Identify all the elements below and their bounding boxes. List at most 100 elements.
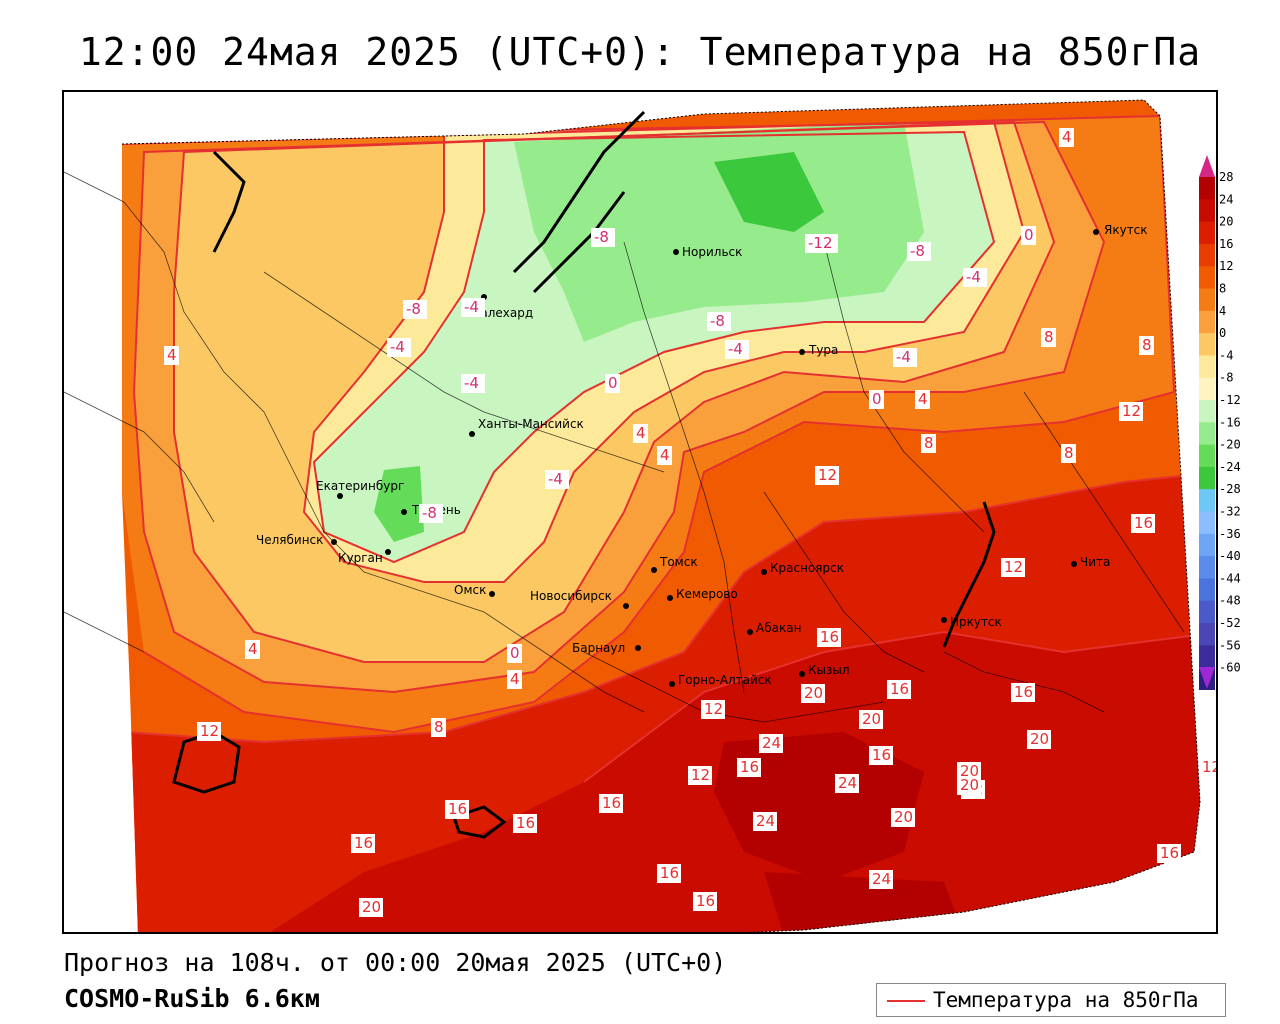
city-barnaul[interactable]: Барнаул bbox=[572, 641, 641, 655]
isotherm-label: -8 bbox=[594, 228, 609, 246]
isotherm-label: 12 bbox=[704, 700, 723, 718]
legend-line-swatch bbox=[887, 1000, 925, 1002]
map-title: 12:00 24мая 2025 (UTC+0): Температура на… bbox=[78, 30, 1202, 74]
isotherm-lines bbox=[122, 114, 1200, 783]
isotherm-label: 12 bbox=[1122, 402, 1141, 420]
isotherm-label: 24 bbox=[872, 870, 891, 888]
city-chelyabinsk[interactable]: Челябинск bbox=[256, 533, 337, 547]
colorbar-swatch bbox=[1199, 377, 1215, 401]
isotherm-label: 16 bbox=[890, 680, 909, 698]
isotherm-label: 0 bbox=[608, 374, 618, 392]
isotherm-label: 12 bbox=[1202, 758, 1218, 776]
isotherm-label-bg bbox=[1027, 730, 1051, 749]
city-chita[interactable]: Чита bbox=[1071, 555, 1110, 569]
isotherm-label: -4 bbox=[728, 340, 743, 358]
isotherm-label: 16 bbox=[1160, 844, 1179, 862]
colorbar-tick-label: -60 bbox=[1219, 661, 1241, 675]
colorbar-swatch bbox=[1199, 422, 1215, 446]
isotherm-labels: 40-12-8-8-4-8-4-8 -408-4-4441284-40481281… bbox=[164, 128, 1218, 917]
isotherm-label-bg bbox=[507, 670, 522, 689]
city-omsk[interactable]: Омск bbox=[454, 583, 495, 597]
city-tomsk[interactable]: Томск bbox=[651, 555, 698, 573]
city-kurgan[interactable]: Курган bbox=[338, 549, 391, 565]
isotherm-label-bg bbox=[164, 346, 179, 365]
city-yekaterinburg[interactable]: Екатеринбург bbox=[316, 479, 404, 499]
isotherm-label: 24 bbox=[762, 734, 781, 752]
isotherm-label: 12 bbox=[818, 466, 837, 484]
isotherm-label-bg bbox=[1131, 514, 1155, 533]
isotherm-label-bg bbox=[599, 794, 623, 813]
isotherm-label: 8 bbox=[1044, 328, 1054, 346]
svg-text:Норильск: Норильск bbox=[682, 245, 742, 259]
isotherm-label: 4 bbox=[248, 640, 258, 658]
isotherm-label: 16 bbox=[696, 892, 715, 910]
colorbar-tick-label: 4 bbox=[1219, 304, 1226, 318]
isotherm-label: 20 bbox=[960, 776, 979, 794]
isotherm-label-bg bbox=[957, 776, 981, 795]
temperature-map[interactable]: Якутск Норильск Салехард Тура Ханты-Манс… bbox=[62, 90, 1218, 934]
isotherm-label: 4 bbox=[660, 446, 670, 464]
svg-text:Курган: Курган bbox=[338, 551, 383, 565]
isotherm-label: 16 bbox=[872, 746, 891, 764]
city-kyzyl[interactable]: Кызыл bbox=[799, 663, 850, 677]
isotherm-label: -8 bbox=[910, 242, 925, 260]
isotherm-label-bg bbox=[921, 434, 936, 453]
isotherm-label-bg bbox=[869, 390, 884, 409]
colorbar-swatch bbox=[1199, 645, 1215, 669]
city-novosibirsk[interactable]: Новосибирск bbox=[530, 589, 629, 609]
isotherm-label-bg bbox=[725, 340, 749, 359]
isotherm-label: -8 bbox=[710, 312, 725, 330]
isotherm-label-bg bbox=[351, 834, 375, 853]
isotherm-label: 20 bbox=[804, 684, 823, 702]
colorbar-tick-label: -8 bbox=[1219, 371, 1233, 385]
isotherm-label-bg bbox=[461, 298, 485, 317]
colorbar-tick-label: -56 bbox=[1219, 638, 1241, 652]
legend-label: Температура на 850гПа bbox=[933, 988, 1199, 1012]
isotherm-label-bg bbox=[419, 504, 443, 523]
isotherm-label: 12 bbox=[691, 766, 710, 784]
city-khanty-mansiysk[interactable]: Ханты-Мансийск bbox=[469, 417, 584, 437]
city-irkutsk[interactable]: Иркутск bbox=[941, 615, 1002, 629]
city-kemerovo[interactable]: Кемерово bbox=[667, 587, 738, 601]
isotherm-label-bg bbox=[197, 722, 221, 741]
svg-text:Омск: Омск bbox=[454, 583, 486, 597]
isotherm-label: 0 bbox=[510, 644, 520, 662]
isotherm-label: 24 bbox=[838, 774, 857, 792]
isotherm-label-bg bbox=[701, 700, 725, 719]
city-krasnoyarsk[interactable]: Красноярск bbox=[761, 561, 844, 575]
colorbar-tick-label: 24 bbox=[1219, 192, 1233, 206]
field-24-a bbox=[714, 732, 924, 882]
isotherm-label-bg bbox=[891, 808, 915, 827]
colorbar-tick-label: -28 bbox=[1219, 482, 1241, 496]
city-gorno-altaysk[interactable]: Горно-Алтайск bbox=[669, 673, 772, 687]
isotherm-label-bg bbox=[633, 424, 648, 443]
field-m16-tyumen bbox=[374, 466, 424, 542]
colorbar-tick-label: -24 bbox=[1219, 460, 1241, 474]
colorbar-swatch bbox=[1199, 310, 1215, 334]
city-yakutsk[interactable]: Якутск bbox=[1093, 223, 1148, 237]
svg-text:Томск: Томск bbox=[659, 555, 698, 569]
isotherm-label-bg bbox=[815, 466, 839, 485]
svg-text:Салехард: Салехард bbox=[472, 306, 533, 320]
isotherm-label-bg bbox=[835, 774, 859, 793]
domain-border bbox=[121, 99, 1201, 932]
colorbar-tick-label: -32 bbox=[1219, 505, 1241, 519]
isotherm-label-bg bbox=[688, 766, 712, 785]
city-tura[interactable]: Тура bbox=[799, 343, 838, 357]
legend: Температура на 850гПа bbox=[876, 983, 1226, 1017]
isotherm-label: 20 bbox=[862, 710, 881, 728]
colorbar-swatch bbox=[1199, 489, 1215, 512]
isotherm-label-bg bbox=[657, 446, 672, 465]
isotherm-label: 16 bbox=[602, 794, 621, 812]
city-norilsk[interactable]: Норильск bbox=[673, 245, 742, 259]
colorbar-tick-label: 28 bbox=[1219, 170, 1233, 184]
svg-text:Барнаул: Барнаул bbox=[572, 641, 625, 655]
colorbar-labels: 28 24 20 16 12 8 4 0 -4 -8 -12 -16 -20 -24 -28 -32 -36 -4… bbox=[1219, 170, 1241, 675]
colorbar-swatch bbox=[1199, 177, 1215, 200]
colorbar-tick-label: -44 bbox=[1219, 571, 1241, 585]
svg-text:Новосибирск: Новосибирск bbox=[530, 589, 612, 603]
svg-text:Иркутск: Иркутск bbox=[950, 615, 1002, 629]
isotherm-label: 8 bbox=[1142, 336, 1152, 354]
city-abakan[interactable]: Абакан bbox=[747, 621, 801, 635]
isotherm-label: 4 bbox=[636, 424, 646, 442]
